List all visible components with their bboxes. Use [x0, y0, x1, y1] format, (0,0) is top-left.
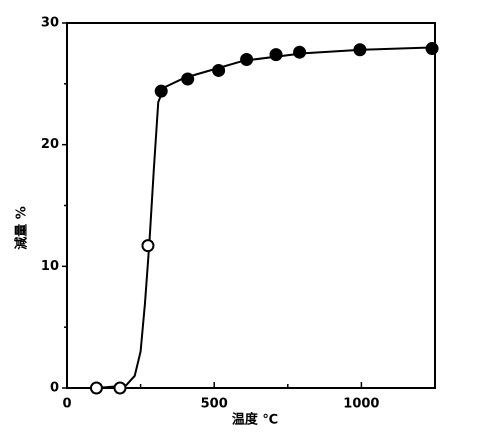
- plot-frame: [66, 22, 436, 389]
- curve: [96, 46, 436, 389]
- y-tick-label: 20: [41, 137, 59, 152]
- data-point: [293, 45, 307, 59]
- y-axis-label: 減量 %: [14, 206, 30, 250]
- y-tick-label: 0: [50, 381, 59, 396]
- data-point: [141, 239, 155, 253]
- y-tick-label: 30: [41, 16, 59, 31]
- data-point: [89, 381, 103, 395]
- x-tick-label: 1000: [343, 397, 379, 412]
- data-point: [240, 53, 254, 66]
- x-axis-label: 温度 ℃: [232, 412, 278, 428]
- x-tick-label: 0: [62, 397, 71, 412]
- data-point: [353, 43, 367, 57]
- x-tick-label: 500: [201, 397, 228, 412]
- y-tick-label: 10: [41, 259, 59, 274]
- data-point: [181, 72, 195, 86]
- data-point: [425, 42, 439, 56]
- data-point: [113, 381, 127, 395]
- data-point: [154, 84, 168, 98]
- data-point: [269, 48, 283, 62]
- data-point: [212, 63, 226, 77]
